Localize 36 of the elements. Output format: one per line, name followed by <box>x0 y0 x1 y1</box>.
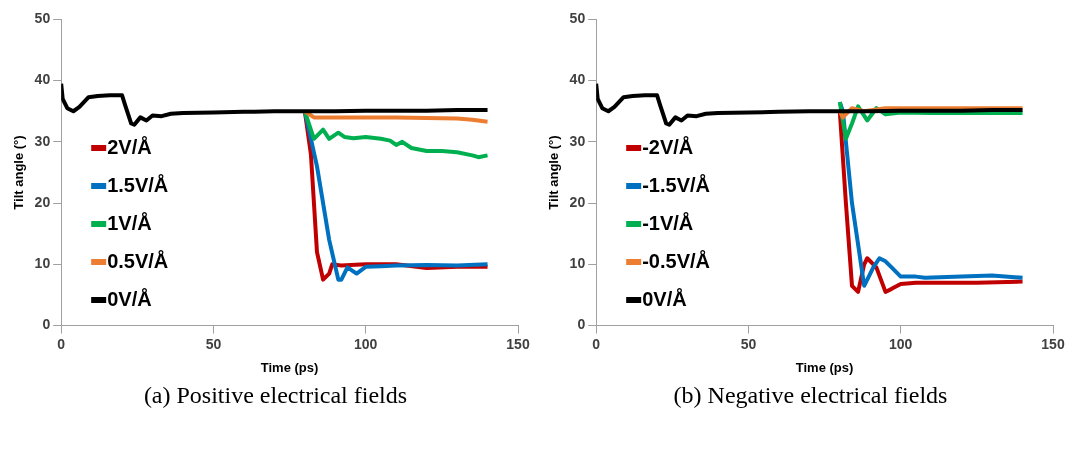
legend-label: -1.5V/Å <box>642 172 710 196</box>
legend-label: 1V/Å <box>107 210 152 234</box>
y-tick-label: 0 <box>42 316 51 333</box>
y-axis-title: Tilt angle (°) <box>11 135 27 210</box>
legend-label: 1.5V/Å <box>107 172 169 196</box>
legend-label: -0.5V/Å <box>642 248 710 272</box>
x-tick-label: 150 <box>506 335 530 352</box>
text: (b) Negative electrical fields <box>672 382 949 409</box>
x-tick-label: 50 <box>740 335 757 352</box>
y-tick-label: 50 <box>569 10 586 27</box>
legend-label: 0V/Å <box>642 286 687 310</box>
x-axis-title: Time (ps) <box>260 359 319 375</box>
legend-label: 2V/Å <box>107 134 152 158</box>
legend-label: -1V/Å <box>642 210 694 234</box>
text: (a) Positive electrical fields <box>142 382 409 409</box>
x-tick-label: 150 <box>1041 335 1065 352</box>
x-tick-label: 0 <box>592 335 601 352</box>
x-tick-label: 50 <box>205 335 222 352</box>
legend-label: 0.5V/Å <box>107 248 169 272</box>
x-tick-label: 100 <box>889 335 913 352</box>
y-tick-label: 10 <box>34 255 51 272</box>
y-tick-label: 10 <box>569 255 586 272</box>
y-tick-label: 20 <box>569 193 586 210</box>
y-tick-label: 40 <box>34 71 51 88</box>
y-axis-title: Tilt angle (°) <box>546 135 562 210</box>
x-tick-label: 0 <box>57 335 66 352</box>
legend-label: 0V/Å <box>107 286 152 310</box>
y-tick-label: 30 <box>569 132 586 149</box>
y-tick-label: 40 <box>569 71 586 88</box>
x-tick-label: 100 <box>354 335 378 352</box>
y-tick-label: 20 <box>34 193 51 210</box>
x-axis-title: Time (ps) <box>795 359 854 375</box>
legend-label: -2V/Å <box>642 134 694 158</box>
y-tick-label: 50 <box>34 10 51 27</box>
y-tick-label: 0 <box>577 316 586 333</box>
y-tick-label: 30 <box>34 132 51 149</box>
